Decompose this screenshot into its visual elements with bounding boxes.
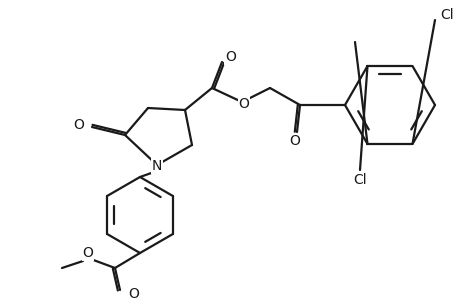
Text: Cl: Cl	[439, 8, 453, 22]
Text: Cl: Cl	[352, 173, 366, 187]
Text: N: N	[151, 159, 162, 173]
Text: O: O	[238, 97, 249, 111]
Text: O: O	[73, 118, 84, 132]
Text: O: O	[225, 50, 235, 64]
Text: O: O	[82, 246, 93, 260]
Text: O: O	[128, 287, 139, 301]
Text: O: O	[289, 134, 300, 148]
